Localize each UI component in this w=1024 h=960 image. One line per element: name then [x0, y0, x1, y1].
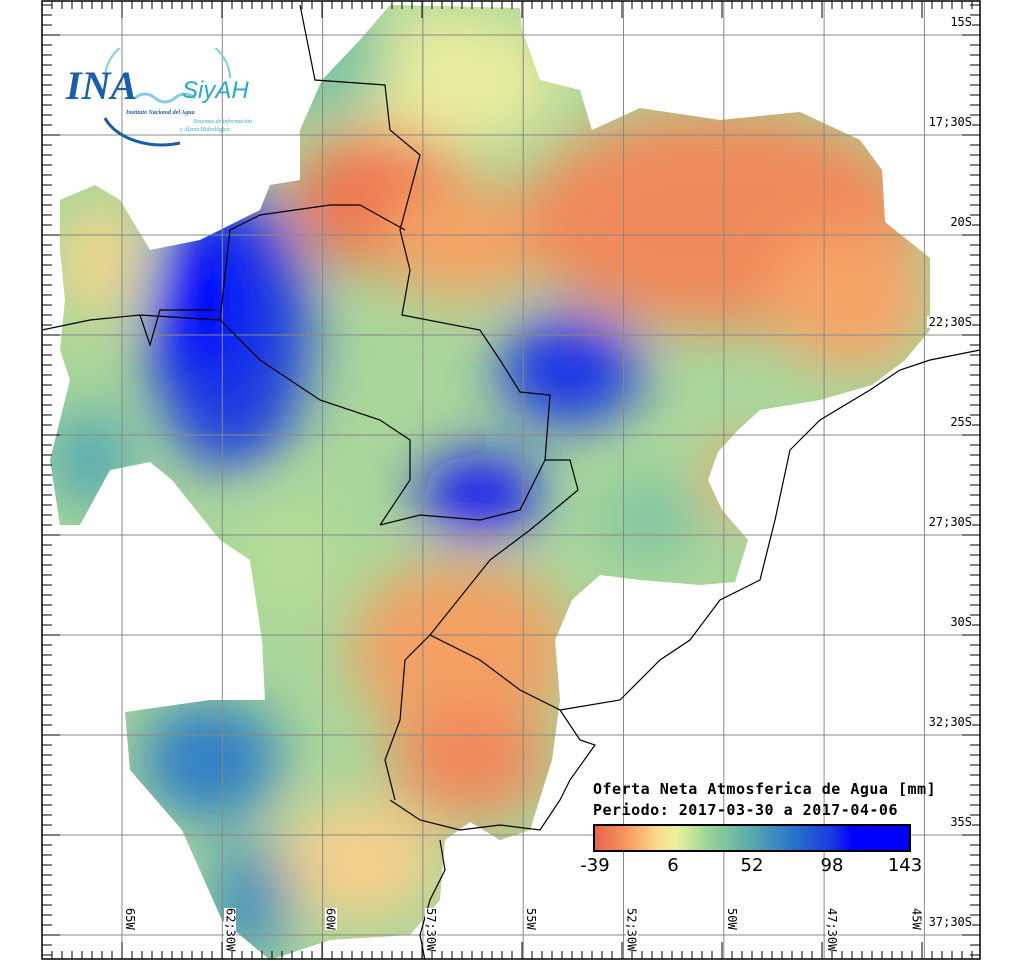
latitude-label: 27;30S	[926, 515, 972, 529]
logo-tagline-2: y Alerta Hidrológico	[180, 127, 230, 133]
longitude-label: 60W	[323, 908, 338, 930]
colorbar-tick-label: 143	[887, 855, 923, 876]
legend-title: Oferta Neta Atmosferica de Agua [mm]	[593, 780, 937, 798]
longitude-label: 50W	[724, 908, 739, 930]
ina-siyah-logo: INA SiyAH Instituto Nacional del Agua Si…	[60, 30, 270, 148]
latitude-label: 17;30S	[926, 115, 972, 129]
latitude-label: 35S	[948, 815, 972, 829]
axis-ticks	[42, 1, 980, 959]
logo-system: SiyAH	[182, 77, 249, 104]
logo-tagline-1: Sistemas de información	[193, 119, 252, 125]
longitude-label: 65W	[123, 908, 137, 930]
colorbar-tick-label: 6	[667, 855, 679, 876]
latitude-label: 37;30S	[926, 915, 972, 929]
graticule	[42, 1, 980, 959]
latitude-label: 15S	[948, 15, 972, 29]
longitude-label: 57;30W	[423, 908, 438, 952]
latitude-label: 22;30S	[926, 315, 972, 329]
longitude-label: 52;30W	[624, 908, 639, 952]
logo-institution: Instituto Nacional del Agua	[126, 110, 195, 116]
longitude-label: 55W	[524, 908, 539, 930]
logo-acronym: INA	[66, 63, 138, 108]
colorbar-tick-label: 52	[740, 855, 764, 876]
latitude-label: 25S	[948, 415, 972, 429]
latitude-label: 30S	[948, 615, 972, 629]
latitude-label: 20S	[948, 215, 972, 229]
longitude-label: 47;30W	[825, 908, 840, 952]
latitude-label: 32;30S	[926, 715, 972, 729]
longitude-label: 45W	[909, 908, 924, 930]
colorbar	[593, 824, 911, 852]
political-borders	[41, 4, 981, 960]
map-frame	[41, 0, 981, 960]
longitude-label: 62;30W	[223, 908, 238, 952]
legend-period: Periodo: 2017-03-30 a 2017-04-06	[593, 801, 898, 819]
colorbar-tick-label: 98	[820, 855, 844, 876]
colorbar-tick-label: -39	[580, 855, 610, 876]
